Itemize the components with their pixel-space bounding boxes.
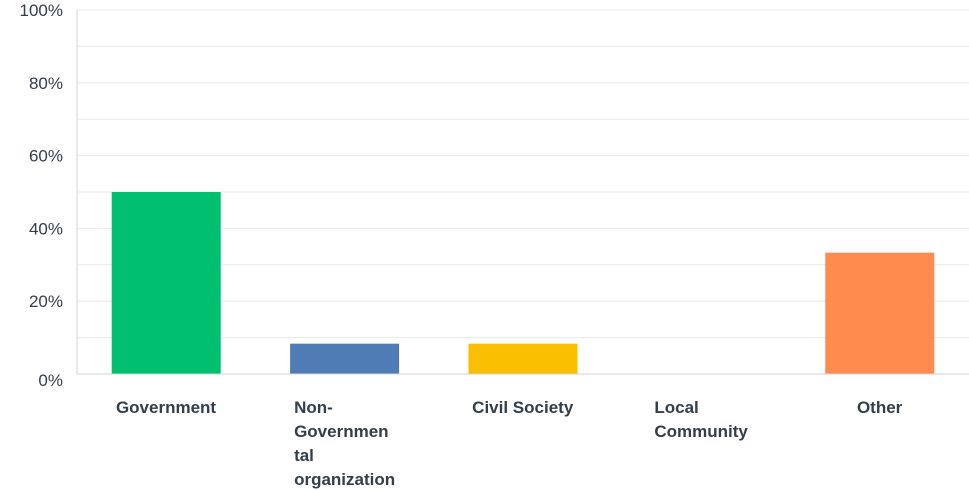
y-tick-label: 80%: [29, 74, 63, 93]
bar: [111, 192, 221, 374]
y-tick-label: 20%: [29, 292, 63, 311]
y-tick-label: 40%: [29, 219, 63, 238]
x-tick-label: Government: [116, 398, 216, 417]
x-tick-label: Civil Society: [472, 398, 574, 417]
axes: [76, 10, 969, 375]
y-axis-tick-labels: 0% 20% 40% 60% 80% 100%: [20, 1, 63, 390]
bars: [111, 192, 935, 374]
y-tick-label: 100%: [20, 1, 63, 20]
y-tick-label: 0%: [38, 371, 63, 390]
y-tick-label: 60%: [29, 147, 63, 166]
x-tick-label: Other: [857, 398, 903, 417]
bar: [468, 343, 578, 374]
bar: [290, 343, 400, 374]
bar: [825, 252, 935, 374]
x-tick-label: Local Community: [654, 398, 748, 441]
x-axis-tick-labels: Government Non-Governmen tal organization Ci…: [116, 398, 903, 489]
gridlines: [77, 9, 969, 339]
x-tick-label: Non-Governmen tal organization: [294, 398, 395, 489]
